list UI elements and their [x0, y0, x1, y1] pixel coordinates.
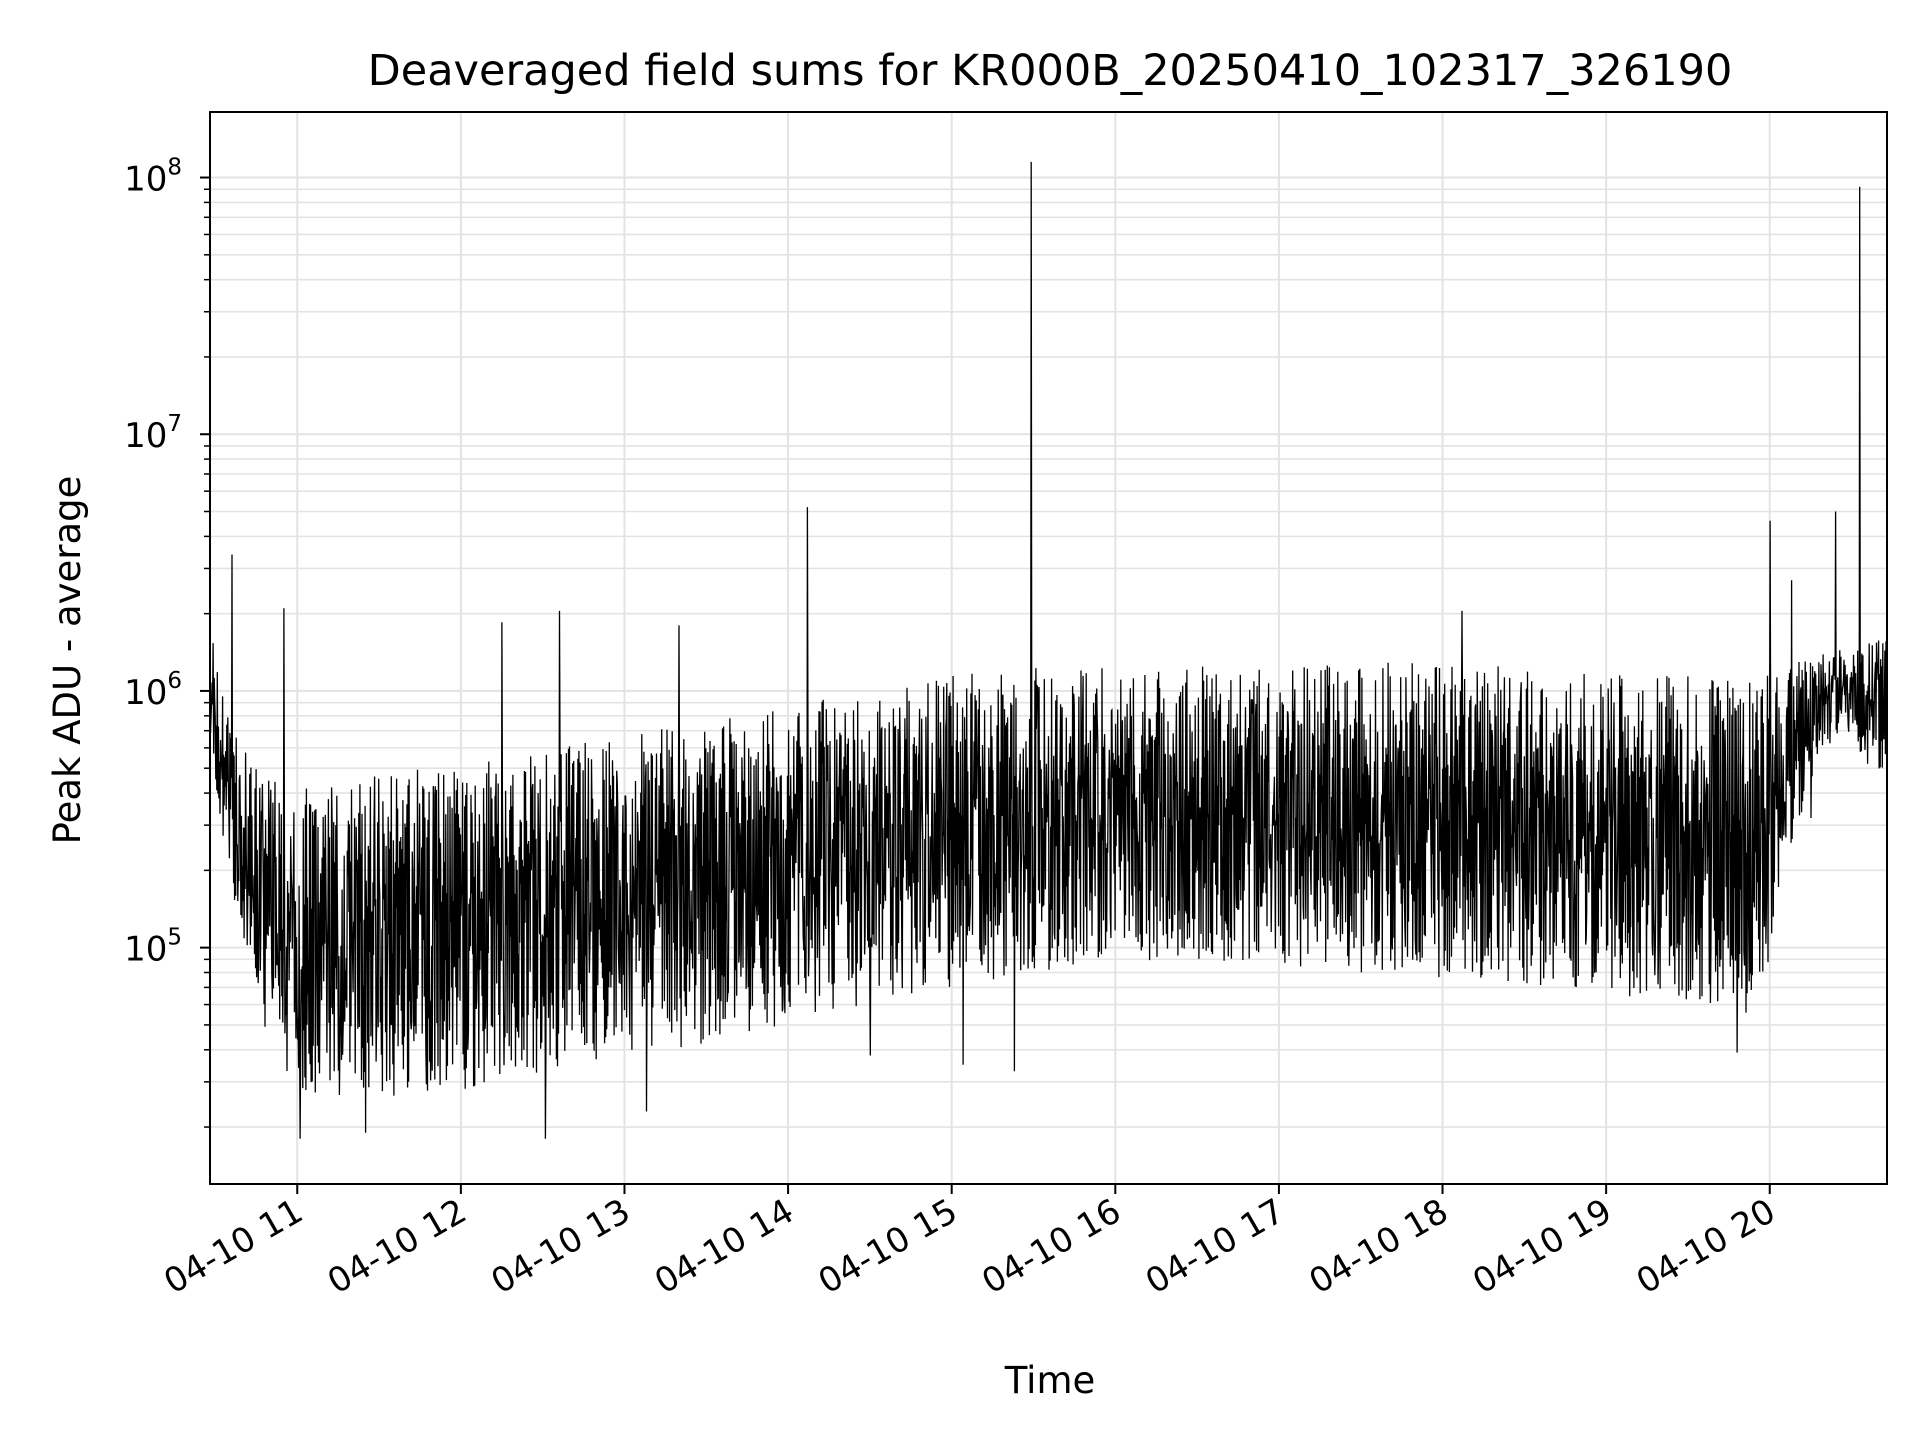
- y-tick-exponent: 5: [167, 925, 182, 951]
- chart-title: Deaveraged field sums for KR000B_2025041…: [368, 46, 1733, 96]
- y-tick-base: 10: [124, 930, 167, 970]
- y-tick-label: 107: [124, 411, 182, 456]
- x-axis-label: Time: [1004, 1359, 1096, 1402]
- x-gridlines: [296, 112, 1771, 1184]
- y-tick-exponent: 7: [167, 411, 182, 437]
- y-tick-label: 106: [124, 668, 182, 713]
- y-tick-exponent: 6: [167, 668, 182, 694]
- y-tick-base: 10: [124, 416, 167, 456]
- y-tick-base: 10: [124, 673, 167, 713]
- series-line: [209, 161, 1888, 1139]
- y-tick-exponent: 8: [167, 155, 182, 181]
- plot-frame: [209, 111, 1888, 1185]
- y-tick-base: 10: [124, 160, 167, 200]
- y-tick-label: 108: [124, 155, 182, 200]
- y-axis-label: Peak ADU - average: [46, 476, 89, 845]
- y-tick-label: 105: [124, 925, 182, 970]
- series-path: [209, 161, 1888, 1139]
